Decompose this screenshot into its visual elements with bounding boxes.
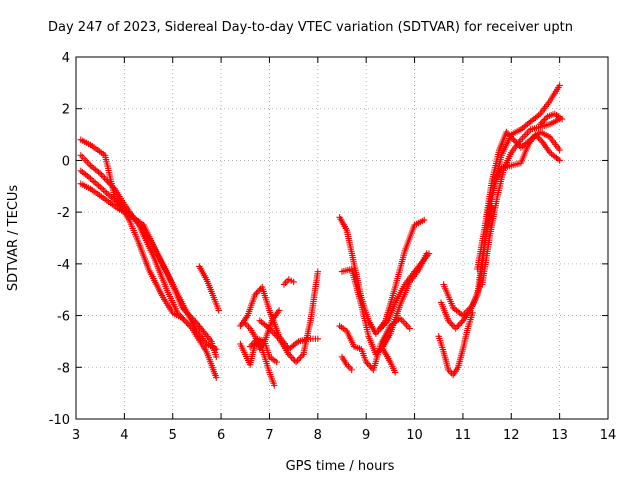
- series-track-9: [256, 268, 322, 366]
- series-markers: [77, 180, 220, 353]
- series-track-14: [336, 315, 413, 374]
- axis-ticks: 3 4 5 6 7 8 9 10 11 12 13 14 -10 -8 -6 -4 -2 0 2 4: [49, 51, 617, 443]
- x-tick-label: 7: [265, 428, 273, 443]
- series-markers: [537, 110, 566, 128]
- series-markers: [338, 353, 355, 374]
- y-tick-label: -8: [57, 361, 70, 376]
- series-markers: [196, 263, 222, 314]
- series-markers: [256, 268, 322, 366]
- y-tick-label: -10: [49, 413, 70, 428]
- series-track-13: [338, 250, 430, 358]
- series-track-24: [537, 110, 566, 128]
- series-markers: [242, 307, 283, 353]
- chart-title: Day 247 of 2023, Sidereal Day-to-day VTE…: [48, 20, 573, 35]
- series-markers: [280, 276, 297, 288]
- series-markers: [479, 115, 563, 288]
- y-tick-label: -4: [57, 258, 70, 273]
- series-track-10: [246, 335, 280, 366]
- x-tick-label: 8: [314, 428, 322, 443]
- series-track-16: [379, 346, 399, 376]
- x-axis-label: GPS time / hours: [286, 459, 395, 474]
- series-markers: [483, 131, 563, 218]
- series-markers: [77, 152, 220, 381]
- series-track-15: [338, 353, 355, 374]
- x-tick-label: 4: [120, 428, 128, 443]
- series-track-8: [242, 307, 283, 353]
- y-axis-label: SDTVAR / TECUs: [6, 185, 21, 292]
- series-track-18: [435, 309, 476, 379]
- y-tick-label: 4: [62, 51, 70, 66]
- plot-frame: [75, 56, 609, 420]
- series-track-2: [77, 152, 220, 381]
- y-tick-label: -2: [57, 206, 70, 221]
- series-markers: [336, 315, 413, 374]
- x-tick-label: 10: [406, 428, 423, 443]
- series-track-11: [280, 276, 297, 288]
- series-track-17: [377, 250, 433, 332]
- series-markers: [338, 250, 430, 358]
- x-tick-label: 6: [217, 428, 225, 443]
- x-tick-label: 5: [169, 428, 177, 443]
- y-tick-label: 2: [62, 103, 70, 118]
- series-markers: [435, 309, 476, 379]
- series-markers: [379, 346, 399, 376]
- series-track-21: [479, 115, 563, 288]
- x-tick-label: 3: [72, 428, 80, 443]
- series-track-23: [483, 131, 563, 218]
- data-series: [77, 82, 566, 389]
- y-tick-label: 0: [62, 154, 70, 169]
- x-tick-label: 14: [600, 428, 617, 443]
- series-markers: [377, 250, 433, 332]
- series-markers: [246, 335, 280, 366]
- x-tick-label: 9: [362, 428, 370, 443]
- y-tick-label: -6: [57, 310, 70, 325]
- series-track-4: [77, 180, 220, 353]
- x-tick-label: 13: [551, 428, 568, 443]
- x-tick-label: 11: [455, 428, 472, 443]
- series-track-5: [196, 263, 222, 314]
- x-tick-label: 12: [503, 428, 520, 443]
